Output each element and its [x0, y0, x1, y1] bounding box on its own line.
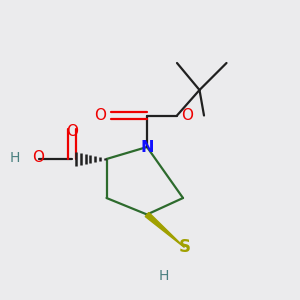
- Text: N: N: [140, 140, 154, 154]
- Text: H: H: [10, 151, 20, 164]
- Text: O: O: [94, 108, 106, 123]
- Text: O: O: [32, 150, 44, 165]
- Text: H: H: [159, 269, 169, 283]
- Text: O: O: [182, 108, 194, 123]
- Text: O: O: [66, 124, 78, 140]
- Text: S: S: [178, 238, 190, 256]
- Polygon shape: [145, 212, 184, 247]
